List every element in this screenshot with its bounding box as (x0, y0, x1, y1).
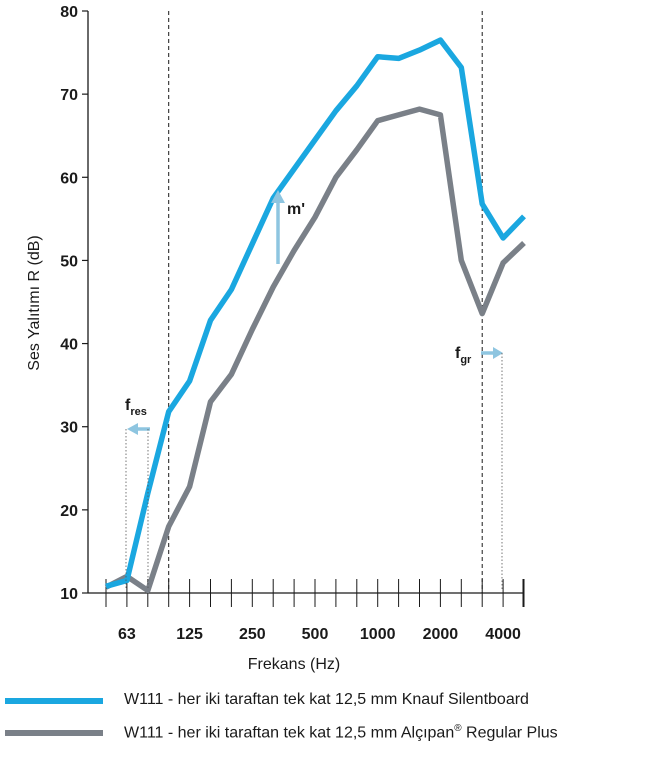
legend-label-regular-plus-tail: Regular Plus (461, 724, 558, 742)
legend-item-silentboard: W111 - her iki taraftan tek kat 12,5 mm … (0, 690, 662, 712)
vertical-markers (168, 11, 483, 593)
y-tick-label-80: 80 (60, 4, 78, 21)
x-axis-title: Frekans (Hz) (248, 656, 340, 673)
registered-mark: ® (454, 723, 462, 734)
annotations: m' fres fgr (125, 190, 503, 590)
series-line-regular-plus (104, 106, 526, 594)
x-tick-label-250: 250 (239, 626, 266, 643)
x-ticks: 63 125 250 500 1000 2000 4000 (105, 579, 525, 643)
legend-label-regular-plus-main: W111 - her iki taraftan tek kat 12,5 mm … (124, 724, 455, 742)
m-prime-label: m' (287, 201, 305, 218)
legend-label-regular-plus: W111 - her iki taraftan tek kat 12,5 mm … (124, 723, 558, 742)
x-tick-label-4000: 4000 (485, 626, 521, 643)
f-res-label: fres (125, 397, 147, 418)
x-tick-label-500: 500 (302, 626, 329, 643)
legend-label-silentboard: W111 - her iki taraftan tek kat 12,5 mm … (124, 691, 529, 708)
f-res-sub: res (130, 406, 147, 418)
legend-item-regular-plus: W111 - her iki taraftan tek kat 12,5 mm … (0, 722, 662, 744)
y-ticks: 10 20 30 40 50 60 70 80 (60, 4, 88, 603)
f-gr-sub: gr (460, 354, 472, 366)
y-tick-label-40: 40 (60, 337, 78, 354)
series-lines (104, 37, 526, 594)
y-tick-label-70: 70 (60, 87, 78, 104)
y-tick-label-50: 50 (60, 253, 78, 270)
f-res-arrow (127, 423, 150, 435)
legend-swatch-silentboard (5, 698, 103, 704)
f-gr-label: fgr (455, 345, 472, 366)
y-tick-label-20: 20 (60, 503, 78, 520)
f-gr-arrow (481, 347, 503, 359)
f-gr-main: f (455, 345, 461, 362)
y-tick-label-60: 60 (60, 170, 78, 187)
y-axis-title: Ses Yalıtımı R (dB) (26, 235, 43, 370)
f-res-main: f (125, 397, 131, 414)
x-tick-label-63: 63 (118, 626, 136, 643)
axes (87, 11, 523, 594)
x-tick-label-125: 125 (176, 626, 203, 643)
legend-swatch-regular-plus (5, 730, 103, 736)
y-tick-label-30: 30 (60, 420, 78, 437)
mass-arrow (271, 190, 285, 264)
line-chart: 10 20 30 40 50 60 70 80 63 125 250 500 1000 2000 4000… (26, 4, 526, 673)
x-tick-label-2000: 2000 (423, 626, 459, 643)
y-tick-label-10: 10 (60, 586, 78, 603)
x-tick-label-1000: 1000 (360, 626, 396, 643)
series-line-silentboard (105, 37, 526, 589)
